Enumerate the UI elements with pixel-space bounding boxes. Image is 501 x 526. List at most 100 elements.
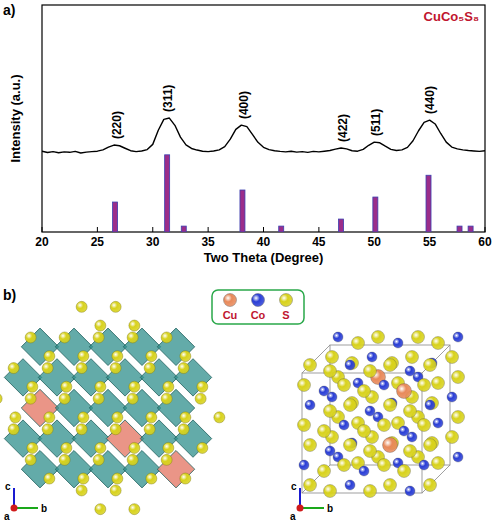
s-atom bbox=[298, 419, 311, 432]
co-octahedron bbox=[89, 451, 126, 488]
s-atom bbox=[426, 397, 439, 410]
x-tick-label: 50 bbox=[368, 235, 382, 249]
s-atom bbox=[364, 485, 377, 498]
structure-legend-swatch bbox=[252, 294, 265, 307]
co-atom bbox=[345, 360, 355, 370]
s-atom bbox=[110, 301, 121, 312]
s-atom bbox=[78, 473, 89, 484]
s-atom bbox=[95, 504, 106, 515]
s-atom bbox=[364, 445, 377, 458]
reference-stick bbox=[240, 190, 245, 232]
s-atom bbox=[93, 393, 104, 404]
s-atom bbox=[59, 454, 70, 465]
co-octahedron bbox=[123, 451, 160, 488]
s-atom bbox=[76, 301, 87, 312]
peak-label: (440) bbox=[423, 86, 437, 114]
axis-triad: cba bbox=[4, 481, 47, 522]
data-group bbox=[42, 118, 485, 232]
x-tick bbox=[152, 227, 153, 232]
co-atom bbox=[425, 400, 435, 410]
reference-stick bbox=[279, 226, 284, 232]
axis-label: b bbox=[41, 503, 47, 514]
s-atom bbox=[298, 379, 311, 392]
s-atom bbox=[398, 465, 411, 478]
s-atom bbox=[93, 454, 104, 465]
s-atom bbox=[318, 465, 331, 478]
s-atom bbox=[8, 363, 19, 374]
s-atom bbox=[346, 357, 359, 370]
unit-cell bbox=[330, 345, 450, 465]
x-tick-label: 55 bbox=[423, 235, 437, 249]
x-tick bbox=[263, 227, 264, 232]
co-octahedron bbox=[174, 420, 211, 457]
s-atom bbox=[61, 442, 72, 453]
x-tick bbox=[97, 227, 98, 232]
co-octahedron bbox=[123, 328, 160, 365]
co-atom bbox=[447, 392, 457, 402]
reference-stick bbox=[165, 155, 170, 232]
s-atom bbox=[214, 412, 225, 423]
s-atom bbox=[432, 457, 445, 470]
s-atom bbox=[95, 320, 106, 331]
s-atom bbox=[78, 351, 89, 362]
s-atom bbox=[129, 381, 140, 392]
co-atom bbox=[453, 452, 463, 462]
s-atom bbox=[180, 412, 191, 423]
xrd-curve bbox=[42, 118, 485, 153]
axis-label: b bbox=[327, 503, 333, 514]
s-atom bbox=[144, 363, 155, 374]
co-atom bbox=[299, 460, 309, 470]
co-octahedron bbox=[72, 359, 109, 396]
cu-tetrahedron bbox=[21, 389, 58, 426]
s-atom bbox=[338, 459, 351, 472]
s-atom bbox=[129, 320, 140, 331]
cu-tetrahedron bbox=[106, 420, 143, 457]
axis-b bbox=[300, 507, 324, 509]
x-tick-label: 45 bbox=[312, 235, 326, 249]
structure-legend-label: Cu bbox=[223, 309, 238, 321]
co-atom bbox=[393, 338, 403, 348]
co-octahedron bbox=[123, 389, 160, 426]
co-octahedron bbox=[89, 328, 126, 365]
co-atom bbox=[399, 426, 409, 436]
axis-label: a bbox=[290, 511, 296, 522]
y-axis-title: Intensity (a.u.) bbox=[8, 74, 23, 162]
structure-legend-box bbox=[212, 290, 304, 324]
co-octahedron bbox=[4, 359, 41, 396]
s-atom bbox=[446, 431, 459, 444]
axis-triad: cba bbox=[290, 481, 333, 522]
s-atom bbox=[25, 454, 36, 465]
s-atom bbox=[304, 359, 317, 372]
s-atom bbox=[146, 473, 157, 484]
co-octahedron bbox=[55, 328, 92, 365]
s-atom bbox=[44, 473, 55, 484]
s-atom bbox=[112, 351, 123, 362]
co-octahedron bbox=[38, 420, 75, 457]
s-atom bbox=[112, 412, 123, 423]
axis-a bbox=[297, 505, 304, 512]
co-octahedron bbox=[21, 451, 58, 488]
co-atom bbox=[339, 420, 349, 430]
s-atom bbox=[61, 381, 72, 392]
s-atom bbox=[195, 393, 206, 404]
axis-label: c bbox=[5, 481, 11, 492]
s-atom bbox=[432, 337, 445, 350]
reference-stick bbox=[468, 226, 473, 232]
s-atom bbox=[424, 359, 437, 372]
co-octahedron bbox=[140, 359, 177, 396]
s-atom bbox=[25, 332, 36, 343]
x-tick-label: 60 bbox=[478, 235, 492, 249]
co-atom bbox=[433, 418, 443, 428]
co-atom bbox=[359, 466, 369, 476]
co-octahedron bbox=[55, 451, 92, 488]
peak-label: (311) bbox=[161, 85, 175, 112]
s-atom bbox=[304, 439, 317, 452]
s-atom bbox=[42, 424, 53, 435]
s-atom bbox=[412, 331, 425, 344]
s-atom bbox=[110, 485, 121, 496]
co-atom bbox=[319, 386, 329, 396]
s-atom bbox=[95, 381, 106, 392]
x-tick bbox=[485, 227, 486, 232]
s-atom bbox=[418, 379, 431, 392]
co-atom bbox=[345, 480, 355, 490]
